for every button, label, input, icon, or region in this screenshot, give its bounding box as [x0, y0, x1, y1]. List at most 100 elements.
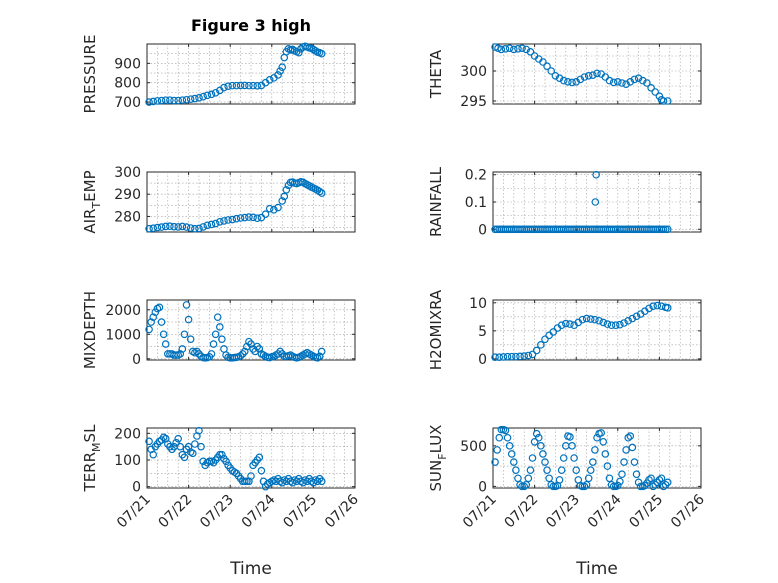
panel-air_temp: 280 290 300 AIRTEMP [81, 165, 356, 234]
data-point [628, 443, 637, 452]
data-point [659, 482, 668, 491]
data-point [317, 347, 326, 356]
y-tick-label: 0.1 [465, 195, 487, 211]
data-point [216, 323, 224, 331]
plot-area [146, 171, 356, 233]
data-point [278, 63, 287, 72]
data-point [576, 75, 585, 84]
data-point [257, 466, 266, 475]
y-tick-label: 295 [460, 94, 487, 110]
data-point [530, 437, 539, 446]
y-label-subscript: T [90, 202, 103, 210]
data-point [145, 98, 153, 106]
data-point [628, 314, 637, 323]
data-point [586, 466, 595, 474]
data-point [591, 198, 600, 206]
y-axis-label: THETA [427, 49, 445, 99]
data-point [178, 222, 187, 231]
data-point [522, 45, 531, 54]
panel-mixdepth: 0 1000 2000 MIXDEPTH [81, 291, 356, 369]
data-point [618, 470, 626, 479]
data-point [505, 44, 514, 53]
data-point [616, 320, 624, 329]
data-point [603, 320, 612, 328]
x-axis-label: Time [229, 559, 272, 579]
data-point [166, 96, 174, 104]
data-point [315, 352, 324, 361]
data-point [582, 314, 591, 323]
data-point [255, 345, 264, 353]
data-point [572, 466, 581, 474]
data-point [591, 446, 599, 454]
data-point [495, 433, 504, 442]
data-point [663, 478, 672, 487]
data-point [514, 474, 522, 483]
data-point [253, 214, 262, 223]
y-tick-label: 280 [114, 209, 141, 225]
data-point [651, 480, 660, 489]
data-point [203, 221, 212, 230]
y-tick-label: 800 [114, 76, 141, 92]
data-point [191, 224, 199, 233]
data-point [537, 442, 545, 450]
data-point [265, 76, 274, 84]
data-point [155, 303, 164, 312]
data-point [240, 347, 249, 356]
plot-area [492, 427, 702, 489]
data-point [180, 330, 189, 339]
data-point [661, 480, 670, 489]
data-point [516, 352, 524, 361]
data-point [661, 225, 670, 234]
data-point [649, 302, 657, 310]
data-point [545, 474, 553, 483]
data-point [211, 219, 220, 228]
x-tick-label: 07/21 [114, 492, 154, 532]
x-tick-label: 07/24 [585, 491, 625, 531]
data-point [213, 313, 222, 321]
data-point [505, 442, 514, 450]
data-point [240, 213, 249, 222]
data-point [616, 477, 624, 486]
data-point [649, 482, 657, 491]
data-point [613, 78, 622, 86]
data-point [643, 79, 651, 87]
data-point [547, 67, 556, 75]
data-point [584, 72, 593, 80]
data-point [161, 222, 170, 231]
data-point [147, 318, 155, 326]
data-point [543, 466, 551, 474]
data-point [663, 304, 672, 312]
data-point [172, 351, 180, 359]
data-point [228, 81, 237, 90]
data-point [524, 474, 533, 483]
data-point [589, 458, 597, 466]
y-tick-label: 700 [114, 95, 141, 111]
data-point [186, 95, 195, 103]
data-point [507, 352, 516, 361]
data-point [501, 44, 510, 53]
y-axis-label: SUNFLUX [427, 425, 449, 492]
data-point [207, 220, 216, 229]
panel-rainfall: 0 0.1 0.2 RAINFALL [427, 166, 702, 238]
panel-h2omixra: 0 5 10 H2OMIXRA [427, 289, 702, 370]
y-axis-label: PRESSURE [81, 35, 99, 114]
plot-area [146, 43, 356, 105]
data-point [184, 315, 193, 324]
y-tick-label: 300 [114, 165, 141, 181]
data-point [222, 457, 230, 466]
y-tick-label: 200 [114, 426, 141, 442]
data-point [211, 88, 220, 97]
data-point [153, 223, 162, 232]
data-point [170, 222, 178, 231]
y-label-tail: SL [81, 424, 99, 443]
chart-title: Figure 3 high [191, 16, 311, 35]
data-point [645, 304, 653, 313]
data-point [557, 321, 566, 330]
data-point [188, 449, 197, 458]
data-point [295, 48, 303, 57]
data-point [607, 321, 616, 330]
data-point [539, 58, 547, 66]
data-point [559, 454, 568, 462]
panel-pressure: 700 800 900 PRESSURE Figure 3 high [81, 16, 356, 114]
data-point [240, 477, 249, 486]
